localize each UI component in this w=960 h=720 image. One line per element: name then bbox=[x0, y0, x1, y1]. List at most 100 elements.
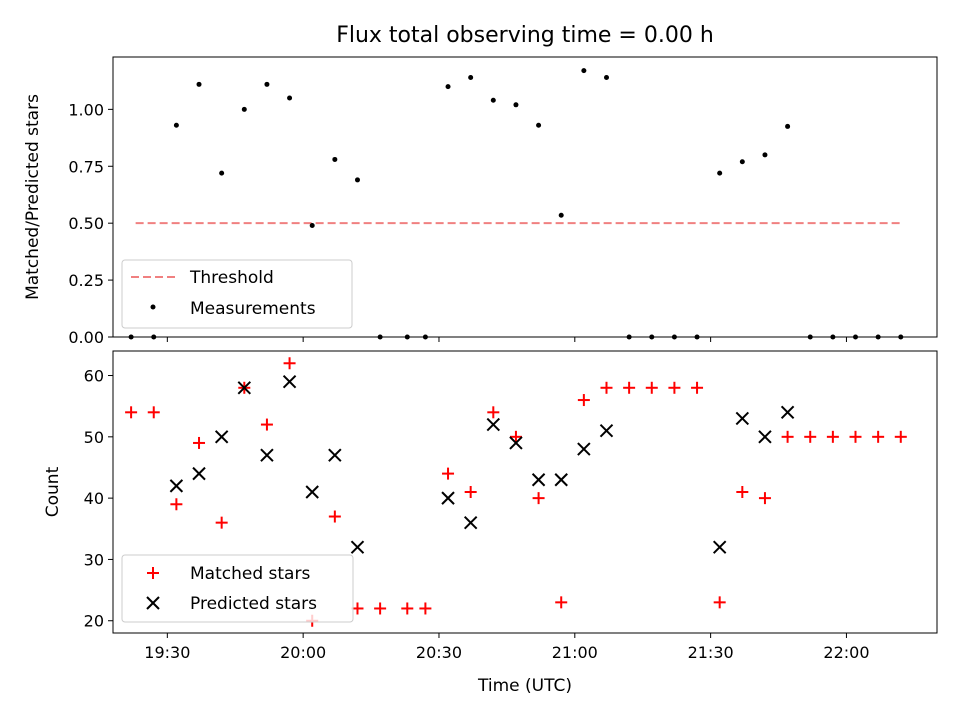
bottom-x-tick-label-3: 21:00 bbox=[552, 643, 598, 662]
matched-star-point-15 bbox=[464, 486, 477, 498]
predicted-star-point-14 bbox=[554, 473, 568, 487]
matched-star-point-20 bbox=[577, 394, 590, 407]
measurement-point-14 bbox=[445, 84, 451, 90]
predicted-star-point-17 bbox=[712, 540, 727, 554]
top-legend: Threshold Measurements bbox=[121, 259, 353, 329]
measurement-point-17 bbox=[513, 102, 519, 108]
bottom-legend-frame bbox=[121, 554, 354, 623]
matched-stars-legend-swatch bbox=[147, 567, 159, 579]
x-axis-label: Time (UTC) bbox=[477, 676, 572, 696]
top-y-tick-label-2: 0.50 bbox=[68, 214, 104, 233]
predicted-star-point-16 bbox=[599, 423, 614, 438]
measurement-point-15 bbox=[468, 74, 474, 80]
top-legend-frame bbox=[121, 259, 353, 329]
measurement-point-4 bbox=[219, 170, 225, 176]
measurement-point-18 bbox=[536, 122, 542, 128]
predicted-star-point-7 bbox=[328, 448, 342, 462]
matched-star-point-32 bbox=[849, 430, 862, 443]
bottom-x-tick-label-1: 20:00 bbox=[280, 643, 326, 662]
measurement-point-5 bbox=[241, 106, 247, 112]
matched-star-point-11 bbox=[374, 602, 387, 615]
matched-star-point-27 bbox=[736, 486, 749, 498]
measurement-point-3 bbox=[196, 81, 202, 87]
predicted-star-point-10 bbox=[463, 515, 478, 530]
bottom-x-tick-label-4: 21:30 bbox=[688, 643, 734, 662]
top-y-tick-label-1: 0.25 bbox=[68, 271, 104, 290]
matched-stars-legend-label: Matched stars bbox=[190, 564, 310, 584]
measurement-point-26 bbox=[717, 170, 723, 176]
predicted-star-point-6 bbox=[305, 485, 319, 499]
matched-star-point-0 bbox=[125, 406, 138, 419]
measurement-point-9 bbox=[332, 156, 338, 162]
matched-star-point-21 bbox=[600, 381, 613, 394]
matched-star-point-1 bbox=[147, 406, 160, 419]
measurement-point-2 bbox=[173, 122, 179, 128]
predicted-star-point-15 bbox=[577, 442, 591, 456]
predicted-star-point-1 bbox=[192, 466, 206, 481]
matched-star-point-28 bbox=[758, 492, 771, 505]
predicted-star-point-2 bbox=[214, 430, 229, 444]
measurements-legend-swatch bbox=[150, 304, 156, 310]
measurement-point-20 bbox=[581, 68, 587, 74]
matched-star-point-2 bbox=[170, 498, 183, 511]
predicted-star-point-3 bbox=[237, 381, 252, 395]
measurement-point-7 bbox=[287, 95, 293, 101]
predicted-star-point-0 bbox=[169, 479, 184, 493]
bottom-legend: Matched stars Predicted stars bbox=[121, 554, 354, 623]
measurement-point-6 bbox=[264, 81, 270, 87]
predicted-star-point-20 bbox=[780, 405, 795, 420]
bottom-y-tick-label-0: 20 bbox=[84, 612, 104, 631]
bottom-axes-frame bbox=[112, 350, 938, 634]
bottom-y-axis-label: Count bbox=[43, 466, 63, 517]
predicted-star-point-4 bbox=[260, 448, 274, 462]
matched-star-point-3 bbox=[193, 436, 206, 449]
matched-star-point-24 bbox=[668, 381, 681, 394]
matched-star-point-29 bbox=[781, 430, 794, 443]
predicted-star-point-13 bbox=[531, 473, 546, 487]
bottom-y-tick-label-3: 50 bbox=[84, 428, 104, 447]
matched-star-point-19 bbox=[555, 596, 568, 609]
measurement-point-10 bbox=[354, 177, 360, 183]
chart-title: Flux total observing time = 0.00 h bbox=[336, 23, 714, 48]
matched-star-point-14 bbox=[442, 467, 455, 480]
matched-star-point-31 bbox=[826, 430, 839, 443]
matched-star-point-4 bbox=[215, 516, 228, 529]
measurement-point-28 bbox=[762, 152, 768, 158]
threshold-legend-label: Threshold bbox=[189, 268, 274, 288]
predicted-stars-legend-swatch bbox=[146, 596, 160, 610]
bottom-y-tick-label-1: 30 bbox=[84, 550, 104, 569]
predicted-star-point-9 bbox=[441, 491, 455, 505]
predicted-star-point-19 bbox=[758, 430, 772, 444]
matched-star-point-6 bbox=[260, 418, 273, 431]
matched-star-point-12 bbox=[401, 602, 414, 615]
predicted-star-point-11 bbox=[486, 417, 501, 432]
top-axes-frame bbox=[112, 56, 938, 338]
matched-star-point-25 bbox=[691, 381, 704, 394]
matched-star-point-7 bbox=[283, 357, 296, 370]
matched-star-point-9 bbox=[328, 510, 341, 523]
bottom-x-tick-label-0: 19:30 bbox=[144, 643, 190, 662]
bottom-x-tick-label-5: 22:00 bbox=[823, 643, 869, 662]
top-y-axis-label: Matched/Predicted stars bbox=[23, 94, 43, 300]
measurement-point-8 bbox=[309, 222, 315, 228]
bottom-x-tick-label-2: 20:30 bbox=[416, 643, 462, 662]
predicted-star-point-18 bbox=[735, 411, 750, 426]
predicted-star-point-5 bbox=[282, 374, 297, 389]
matched-star-point-23 bbox=[645, 381, 658, 394]
matched-star-point-13 bbox=[419, 602, 432, 615]
top-y-tick-label-3: 0.75 bbox=[68, 157, 104, 176]
top-plot-area: 0.00 0.25 0.50 0.75 1.00 bbox=[68, 56, 938, 347]
matched-star-point-26 bbox=[713, 596, 726, 609]
matched-star-point-18 bbox=[532, 492, 545, 505]
matched-star-point-30 bbox=[804, 430, 817, 443]
predicted-stars-legend-label: Predicted stars bbox=[190, 594, 317, 614]
bottom-y-tick-label-2: 40 bbox=[84, 489, 104, 508]
measurement-point-19 bbox=[558, 212, 564, 218]
bottom-plot-area: 20 30 40 50 60 19:30 20:00 20:30 21:00 21:30 22:00 bbox=[84, 350, 938, 662]
measurement-point-21 bbox=[603, 74, 609, 80]
matched-star-point-17 bbox=[509, 430, 522, 443]
top-y-tick-label-0: 0.00 bbox=[68, 328, 104, 347]
matched-star-point-34 bbox=[894, 430, 907, 443]
matched-star-point-33 bbox=[872, 430, 885, 443]
